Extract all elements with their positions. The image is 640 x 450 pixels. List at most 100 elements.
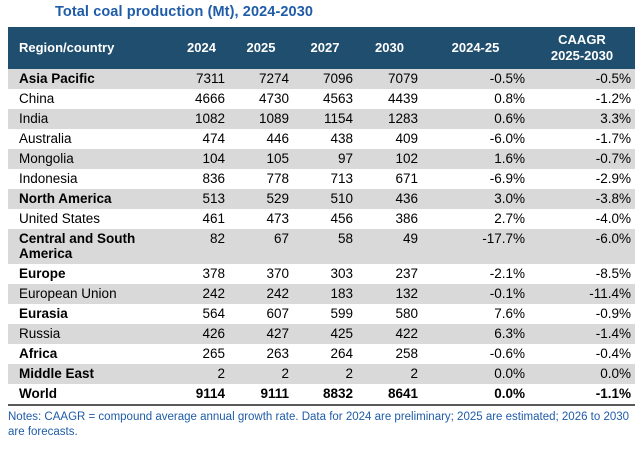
value-cell: 1.6% (494, 151, 525, 166)
header-row: Region/country 2024 2025 2027 2030 2024-… (8, 27, 635, 69)
value-cell: 9111 (260, 386, 289, 401)
value-cell: 0.0% (494, 386, 525, 401)
value-cell: 49 (402, 231, 418, 246)
value-cell: 132 (395, 286, 418, 301)
value-cell: 1082 (194, 111, 225, 126)
table-row: Australia 474 446 438 409 -6.0% -1.7% (8, 129, 635, 149)
region-cell: India (19, 111, 49, 126)
value-cell: 438 (330, 131, 353, 146)
region-cell: Middle East (19, 366, 95, 381)
header-2024: 2024 (174, 27, 229, 69)
table-row: Middle East 2 2 2 2 0.0% 0.0% (8, 364, 635, 384)
value-cell: -0.6% (489, 346, 525, 361)
table-row: Asia Pacific 7311 7274 7096 7079 -0.5% -0.5% (8, 69, 635, 89)
value-cell: 0.8% (494, 91, 525, 106)
coal-production-table: Region/country 2024 2025 2027 2030 2024-… (8, 27, 635, 406)
value-cell: -0.5% (595, 71, 631, 86)
region-cell: Australia (19, 131, 72, 146)
value-cell: 67 (273, 231, 289, 246)
value-cell: 7079 (387, 71, 418, 86)
value-cell: 7.6% (494, 306, 525, 321)
value-cell: 409 (395, 131, 418, 146)
table-row: India 1082 1089 1154 1283 0.6% 3.3% (8, 109, 635, 129)
value-cell: -1.4% (595, 326, 631, 341)
value-cell: 4666 (194, 91, 225, 106)
value-cell: 564 (202, 306, 225, 321)
value-cell: 7274 (258, 71, 289, 86)
value-cell: 1283 (387, 111, 418, 126)
value-cell: 713 (330, 171, 353, 186)
value-cell: -6.0% (489, 131, 525, 146)
value-cell: -1.2% (595, 91, 631, 106)
value-cell: 7096 (322, 71, 353, 86)
region-cell: Africa (19, 346, 58, 361)
value-cell: 427 (266, 326, 289, 341)
table-row: China 4666 4730 4563 4439 0.8% -1.2% (8, 89, 635, 109)
header-2024-25: 2024-25 (422, 27, 529, 69)
value-cell: -4.0% (595, 211, 631, 226)
table-header: Region/country 2024 2025 2027 2030 2024-… (8, 27, 635, 69)
value-cell: -17.7% (482, 231, 525, 246)
value-cell: -3.8% (595, 191, 631, 206)
region-cell: European Union (19, 286, 117, 301)
value-cell: 599 (330, 306, 353, 321)
value-cell: -0.1% (489, 286, 525, 301)
value-cell: -0.7% (595, 151, 631, 166)
value-cell: 3.3% (600, 111, 631, 126)
value-cell: 607 (266, 306, 289, 321)
value-cell: 0.6% (494, 111, 525, 126)
region-cell: Central and South America (19, 231, 136, 261)
region-cell: Indonesia (19, 171, 78, 186)
value-cell: 461 (202, 211, 225, 226)
table-row: Indonesia 836 778 713 671 -6.9% -2.9% (8, 169, 635, 189)
table-row: Eurasia 564 607 599 580 7.6% -0.9% (8, 304, 635, 324)
value-cell: -0.4% (595, 346, 631, 361)
value-cell: 183 (330, 286, 353, 301)
table-row: Africa 265 263 264 258 -0.6% -0.4% (8, 344, 635, 364)
value-cell: 0.0% (600, 366, 631, 381)
value-cell: -2.1% (489, 266, 525, 281)
value-cell: 8641 (387, 386, 418, 401)
value-cell: 1154 (323, 111, 353, 126)
value-cell: 265 (202, 346, 225, 361)
value-cell: 82 (209, 231, 225, 246)
table-row: United States 461 473 456 386 2.7% -4.0% (8, 209, 635, 229)
region-cell: North America (19, 191, 112, 206)
value-cell: 58 (337, 231, 353, 246)
value-cell: 513 (202, 191, 225, 206)
value-cell: 263 (266, 346, 289, 361)
value-cell: 2 (345, 366, 353, 381)
region-cell: China (19, 91, 55, 106)
value-cell: 7311 (195, 71, 225, 86)
value-cell: 426 (202, 326, 225, 341)
value-cell: 4563 (322, 91, 353, 106)
value-cell: 258 (395, 346, 418, 361)
value-cell: 446 (266, 131, 289, 146)
value-cell: 671 (395, 171, 418, 186)
table-row: World 9114 9111 8832 8641 0.0% -1.1% (8, 384, 635, 405)
value-cell: 836 (202, 171, 225, 186)
value-cell: -0.5% (489, 71, 525, 86)
value-cell: 425 (330, 326, 353, 341)
value-cell: 6.3% (494, 326, 525, 341)
region-cell: Europe (19, 266, 66, 281)
region-cell: Asia Pacific (19, 71, 95, 86)
header-region-country: Region/country (8, 27, 174, 69)
value-cell: -0.9% (595, 306, 631, 321)
value-cell: 580 (395, 306, 418, 321)
region-cell: United States (19, 211, 101, 226)
region-cell: Russia (19, 326, 61, 341)
value-cell: 2.7% (494, 211, 525, 226)
table-row: Mongolia 104 105 97 102 1.6% -0.7% (8, 149, 635, 169)
value-cell: -6.0% (595, 231, 631, 246)
value-cell: -2.9% (595, 171, 631, 186)
value-cell: 237 (395, 266, 418, 281)
value-cell: 370 (266, 266, 289, 281)
header-2030: 2030 (357, 27, 422, 69)
table-row: Russia 426 427 425 422 6.3% -1.4% (8, 324, 635, 344)
value-cell: 303 (330, 266, 353, 281)
value-cell: 3.0% (494, 191, 525, 206)
value-cell: 242 (202, 286, 225, 301)
page-title: Total coal production (Mt), 2024-2030 (55, 4, 314, 20)
value-cell: 436 (395, 191, 418, 206)
